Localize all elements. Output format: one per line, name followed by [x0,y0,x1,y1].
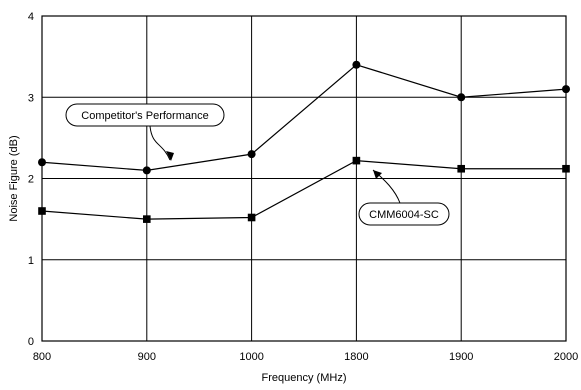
data-point-circle [457,93,466,102]
axes: 0 1 2 3 4 800 900 1000 1800 1900 2000 [28,11,578,363]
series-line-1 [41,160,566,220]
x-tick-label: 1900 [449,351,473,363]
data-point-circle [352,60,361,69]
y-tick-label: 4 [28,11,34,23]
x-axis-title: Frequency (MHz) [262,372,347,384]
data-point-square [457,164,465,173]
callout-label-1: CMM6004-SC [369,209,439,221]
x-tick-label: 2000 [554,351,578,363]
x-tick-label: 1800 [344,351,368,363]
plot-frame [41,15,567,342]
callout-box-0 [65,103,225,127]
data-point-square [247,213,256,222]
arrowhead-icon [373,170,382,179]
callout-label-0: Competitor's Performance [81,110,208,122]
data-point-square [143,215,151,223]
callout-box-1 [358,202,450,226]
y-tick-label: 2 [28,174,34,186]
callout-leader-0 [149,125,171,161]
data-point-circle [247,150,256,159]
x-tick-label: 800 [33,351,51,363]
grid [41,15,567,342]
arrowhead-icon [166,151,174,161]
series-group [38,60,570,223]
callouts: Competitor's Performance CMM6004-SC [65,103,450,226]
y-axis-title: Noise Figure (dB) [8,135,20,221]
x-tick-label: 900 [138,351,156,363]
y-tick-label: 1 [28,255,34,267]
series-line-0 [41,64,567,171]
data-point-circle [142,166,151,175]
y-tick-label: 3 [28,92,34,104]
y-tick-label: 0 [28,336,34,348]
data-point-square [352,156,361,165]
x-tick-label: 1000 [239,351,263,363]
